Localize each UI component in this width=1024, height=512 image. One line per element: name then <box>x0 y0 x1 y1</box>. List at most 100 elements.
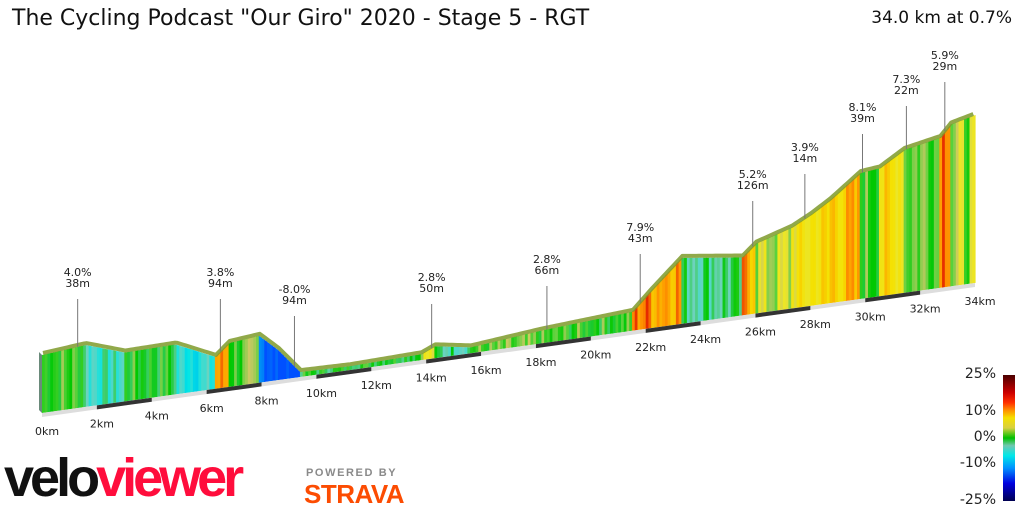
profile-stripe <box>415 354 419 361</box>
profile-stripe <box>810 212 814 306</box>
profile-stripe <box>862 171 866 299</box>
profile-stripe <box>892 156 897 295</box>
profile-stripe <box>138 349 142 400</box>
profile-stripe <box>700 257 704 322</box>
profile-stripe <box>876 168 880 297</box>
legend-label: 0% <box>973 429 996 445</box>
profile-stripe <box>610 315 614 334</box>
profile-stripe <box>922 142 927 291</box>
profile-stripe <box>870 169 875 298</box>
profile-stripe <box>124 352 128 402</box>
profile-stripe <box>428 347 433 360</box>
profile-stripe <box>777 232 781 311</box>
profile-stripe <box>184 347 189 394</box>
profile-stripe <box>933 138 938 289</box>
profile-stripe <box>165 345 169 396</box>
profile-stripe <box>681 257 685 324</box>
profile-stripe <box>132 350 136 401</box>
profile-stripe <box>739 257 743 316</box>
profile-stripe <box>555 327 559 342</box>
profile-stripe <box>212 356 216 390</box>
profile-stripe <box>140 349 145 400</box>
tick-label: 6km <box>200 402 224 415</box>
tick-label: 28km <box>800 318 831 331</box>
profile-stripe <box>63 349 68 410</box>
profile-stripe <box>330 368 334 373</box>
profile-stripe <box>486 342 490 352</box>
profile-stripe <box>149 348 153 399</box>
profile-stripe <box>505 338 510 349</box>
profile-stripe <box>774 233 779 311</box>
profile-stripe <box>722 257 726 319</box>
profile-stripe <box>269 343 274 382</box>
profile-stripe <box>442 346 446 358</box>
profile-stripe <box>398 357 403 364</box>
profile-stripe <box>944 127 949 288</box>
profile-stripe <box>393 358 397 365</box>
profile-stripe <box>914 145 918 292</box>
profile-stripe <box>571 323 575 340</box>
profile-stripe <box>843 185 847 302</box>
profile-stripe <box>796 222 800 308</box>
tick-label: 24km <box>690 333 721 346</box>
veloviewer-logo[interactable]: veloviewer <box>4 448 244 508</box>
distance-tick-labels: 0km 2km 4km 6km 8km 10km 12km 14km 16km 18km 20km 2… <box>35 295 996 438</box>
profile-stripe <box>900 149 905 294</box>
profile-stripe <box>785 228 789 310</box>
profile-stripe <box>321 369 326 374</box>
profile-stripe <box>481 344 485 352</box>
profile-stripe <box>225 343 230 388</box>
profile-stripe <box>500 339 504 350</box>
profile-stripe <box>829 197 833 304</box>
profile-stripe <box>552 327 556 342</box>
profile-stripe <box>231 341 235 387</box>
profile-stripe <box>234 341 238 387</box>
profile-stripe <box>423 351 427 360</box>
profile-stripe <box>437 346 441 358</box>
profile-stripe <box>791 225 795 309</box>
profile-stripe <box>91 346 95 407</box>
profile-stripe <box>848 180 853 301</box>
profile-stripe <box>72 347 76 409</box>
profile-stripe <box>826 200 831 304</box>
tick-label: 30km <box>855 310 886 323</box>
profile-stripe <box>634 305 639 331</box>
profile-stripe <box>154 347 158 398</box>
tick-label: 16km <box>471 364 502 377</box>
profile-stripe <box>840 187 844 302</box>
profile-stripe <box>85 345 90 407</box>
profile-stripe <box>352 365 356 370</box>
profile-stripe <box>135 350 139 400</box>
profile-stripe <box>744 251 748 316</box>
profile-stripe <box>58 350 62 411</box>
strava-logo[interactable]: STRAVA <box>304 479 405 509</box>
profile-stripe <box>494 340 499 350</box>
profile-stripe <box>670 266 674 326</box>
profile-stripe <box>788 227 792 309</box>
axis-km-segment <box>645 321 701 333</box>
profile-stripe <box>379 360 383 366</box>
profile-stripe <box>346 366 350 371</box>
callout-grade: 8.1% <box>849 101 877 114</box>
profile-stripe <box>766 237 770 313</box>
profile-stripe <box>667 269 672 326</box>
tick-label: 4km <box>145 410 169 423</box>
profile-stripe <box>467 347 471 354</box>
axis-km-segment <box>96 397 152 410</box>
profile-stripe <box>327 368 331 374</box>
profile-stripe <box>835 192 839 303</box>
profile-stripe <box>382 360 386 366</box>
profile-stripe <box>253 336 257 384</box>
profile-stripe <box>83 345 87 408</box>
profile-stripe <box>516 335 521 347</box>
profile-stripe <box>206 354 210 391</box>
profile-stripe <box>297 369 301 378</box>
tick-label: 22km <box>635 341 666 354</box>
profile-stripe <box>44 353 49 413</box>
profile-stripe <box>621 313 625 333</box>
profile-stripe <box>763 238 768 313</box>
profile-stripe <box>557 326 562 342</box>
profile-stripe <box>192 350 197 392</box>
profile-stripe <box>911 146 916 292</box>
profile-stripe <box>256 335 260 384</box>
